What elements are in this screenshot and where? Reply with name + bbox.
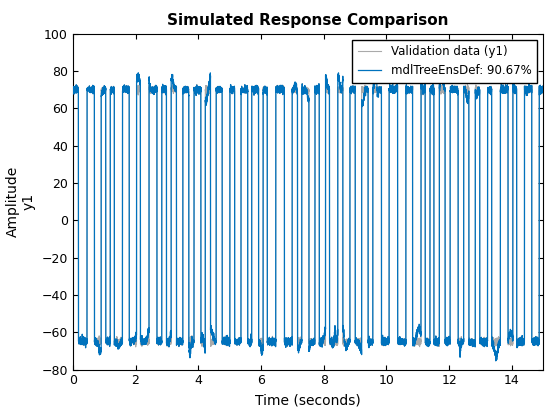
- Line: mdlTreeEnsDef: 90.67%: mdlTreeEnsDef: 90.67%: [73, 72, 543, 361]
- Validation data (y1): [82, 345, 89, 350]
- Y-axis label: Amplitude
y1: Amplitude y1: [6, 166, 36, 237]
- Validation data (y1): [174, 338, 180, 343]
- Validation data (y1): [452, 89, 459, 94]
- mdlTreeEnsDef: 90.67%: (3.32, -65.2): 90.67%: (3.32, -65.2): [174, 339, 180, 344]
- mdlTreeEnsDef: 90.67%: (5.17, -65): 90.67%: (5.17, -65): [231, 339, 238, 344]
- mdlTreeEnsDef: 90.67%: (13.5, -75.3): 90.67%: (13.5, -75.3): [492, 358, 499, 363]
- Validation data (y1): [540, 89, 547, 94]
- Validation data (y1): [100, 86, 106, 91]
- mdlTreeEnsDef: 90.67%: (11.8, 79.5): 90.67%: (11.8, 79.5): [438, 69, 445, 74]
- X-axis label: Time (seconds): Time (seconds): [255, 393, 361, 407]
- mdlTreeEnsDef: 90.67%: (6.55, 70.5): 90.67%: (6.55, 70.5): [275, 86, 282, 91]
- Title: Simulated Response Comparison: Simulated Response Comparison: [167, 13, 449, 28]
- Validation data (y1): [69, 87, 76, 92]
- mdlTreeEnsDef: 90.67%: (15, 69.2): 90.67%: (15, 69.2): [540, 89, 547, 94]
- mdlTreeEnsDef: 90.67%: (0.962, 69.2): 90.67%: (0.962, 69.2): [100, 89, 106, 94]
- mdlTreeEnsDef: 90.67%: (0.376, -65.4): 90.67%: (0.376, -65.4): [81, 340, 88, 345]
- Line: Validation data (y1): Validation data (y1): [73, 83, 543, 348]
- Legend: Validation data (y1), mdlTreeEnsDef: 90.67%: Validation data (y1), mdlTreeEnsDef: 90.…: [352, 39, 537, 83]
- mdlTreeEnsDef: 90.67%: (0, 70.4): 90.67%: (0, 70.4): [69, 87, 76, 92]
- mdlTreeEnsDef: 90.67%: (12.2, 68.8): 90.67%: (12.2, 68.8): [452, 89, 459, 94]
- Validation data (y1): [81, 340, 88, 345]
- Validation data (y1): [275, 84, 282, 89]
- Validation data (y1): [231, 341, 238, 346]
- Validation data (y1): [498, 81, 505, 86]
